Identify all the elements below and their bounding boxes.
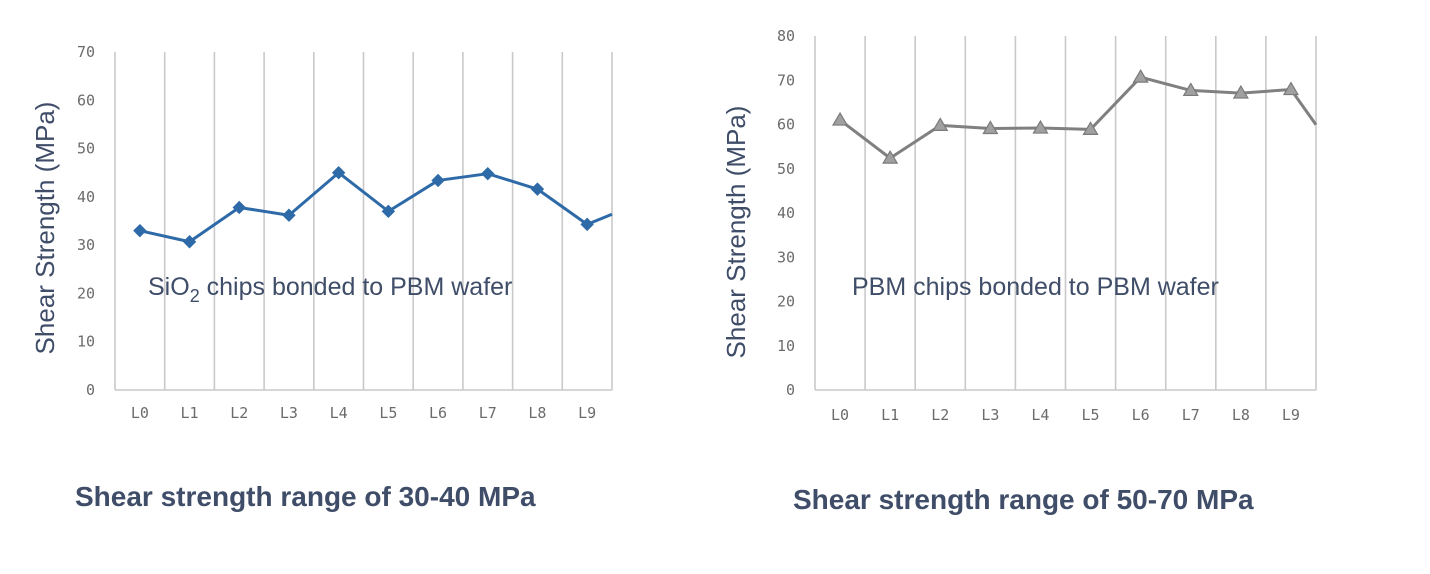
x-tick-label: L6	[429, 404, 447, 422]
data-point	[282, 208, 296, 222]
y-tick-label: 70	[77, 43, 95, 61]
right-chart: 0 10 20 30 40 50 60 70 80 L0 L1 L2 L3 L4 L5 L6 L7 L8 L9 S…	[721, 27, 1318, 424]
y-tick-label: 30	[777, 248, 795, 266]
x-tick-label: L5	[1082, 406, 1100, 424]
x-tick-label: L9	[1282, 406, 1300, 424]
x-tick-label: L1	[181, 404, 199, 422]
caption-left: Shear strength range of 30-40 MPa	[75, 481, 536, 512]
caption-right: Shear strength range of 50-70 MPa	[793, 484, 1254, 515]
chart-annotation: PBM chips bonded to PBM wafer	[852, 273, 1219, 301]
data-point	[381, 204, 396, 219]
x-tick-label: L4	[330, 404, 348, 422]
data-point	[431, 173, 445, 188]
y-tick-label: 10	[77, 333, 95, 351]
data-point	[1282, 81, 1299, 96]
data-point	[580, 217, 594, 232]
data-point	[182, 235, 197, 249]
y-axis-label: Shear Strength (MPa)	[30, 102, 60, 355]
y-tick-label: 60	[77, 91, 95, 109]
y-tick-label: 80	[777, 27, 795, 45]
y-tick-label: 10	[777, 337, 795, 355]
y-tick-label: 0	[86, 381, 95, 399]
x-tick-label: L0	[131, 404, 149, 422]
y-tick-label: 20	[77, 284, 95, 302]
x-tick-label: L8	[528, 404, 546, 422]
data-point	[481, 166, 495, 181]
x-tick-label: L1	[881, 406, 899, 424]
y-tick-label: 60	[777, 116, 795, 134]
x-tick-label: L3	[981, 406, 999, 424]
x-tick-label: L9	[578, 404, 596, 422]
data-point	[530, 182, 545, 196]
x-tick-label: L5	[379, 404, 397, 422]
data-point	[1132, 68, 1149, 83]
left-chart: 0 10 20 30 40 50 60 70 L0 L1 L2 L3 L4 L5 L6 L7 L8 L9 She…	[30, 43, 613, 422]
x-tick-label: L8	[1232, 406, 1250, 424]
y-tick-label: 30	[77, 236, 95, 254]
y-tick-label: 40	[777, 204, 795, 222]
y-tick-label: 40	[77, 188, 95, 206]
data-point	[133, 223, 147, 238]
data-point	[1032, 119, 1049, 134]
data-point	[331, 166, 346, 180]
x-tick-label: L2	[230, 404, 248, 422]
x-tick-label: L3	[280, 404, 298, 422]
y-tick-label: 0	[786, 381, 795, 399]
x-tick-label: L2	[931, 406, 949, 424]
series-line	[139, 171, 613, 244]
x-tick-label: L7	[1182, 406, 1200, 424]
x-tick-label: L0	[831, 406, 849, 424]
data-point	[882, 149, 899, 164]
y-tick-label: 50	[77, 140, 95, 158]
chart-annotation: SiO2 chips bonded to PBM wafer	[148, 273, 512, 306]
data-point	[1082, 121, 1099, 135]
y-tick-label: 20	[777, 293, 795, 311]
data-point	[232, 200, 246, 215]
data-point	[832, 111, 849, 126]
series-line	[839, 75, 1318, 160]
data-point	[1182, 82, 1199, 97]
y-axis-label: Shear Strength (MPa)	[721, 106, 751, 359]
x-tick-label: L4	[1031, 406, 1049, 424]
y-tick-label: 50	[777, 160, 795, 178]
data-point	[932, 117, 949, 131]
y-tick-label: 70	[777, 71, 795, 89]
x-tick-label: L6	[1132, 406, 1150, 424]
data-point	[1232, 84, 1249, 99]
x-tick-label: L7	[479, 404, 497, 422]
data-point	[982, 120, 999, 135]
